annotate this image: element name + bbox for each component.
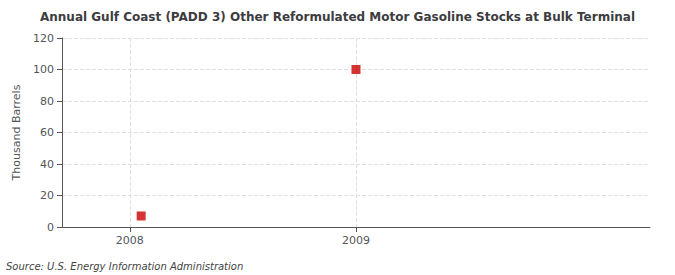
svg-text:Annual Gulf Coast (PADD 3) Oth: Annual Gulf Coast (PADD 3) Other Reformu… <box>40 10 635 24</box>
svg-text:Thousand Barrels: Thousand Barrels <box>10 84 23 181</box>
svg-text:Source: U.S. Energy Informatio: Source: U.S. Energy Information Administ… <box>6 261 243 272</box>
svg-text:60: 60 <box>40 126 54 139</box>
svg-text:80: 80 <box>40 95 54 108</box>
svg-text:2009: 2009 <box>342 234 370 247</box>
svg-text:40: 40 <box>40 158 54 171</box>
svg-text:2008: 2008 <box>116 234 144 247</box>
svg-text:0: 0 <box>47 221 54 234</box>
svg-text:20: 20 <box>40 189 54 202</box>
svg-text:100: 100 <box>33 63 54 76</box>
svg-text:120: 120 <box>33 32 54 45</box>
